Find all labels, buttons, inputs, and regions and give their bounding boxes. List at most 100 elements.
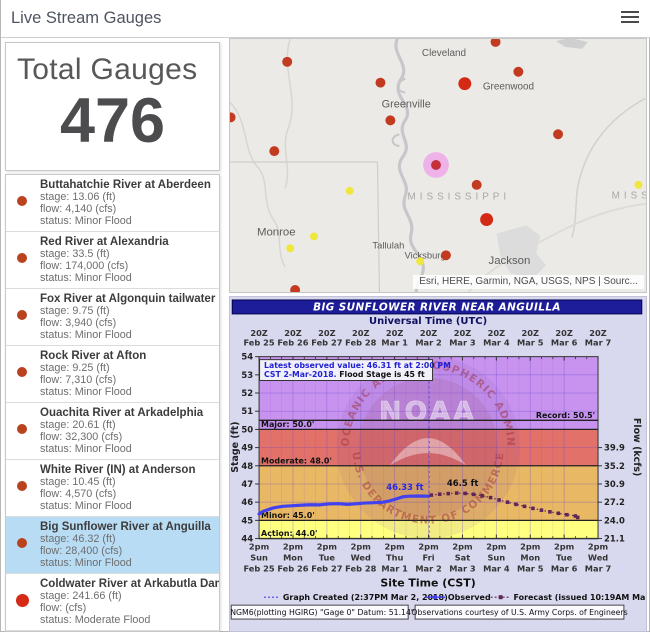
top-axis-date-label: Feb 28 [345, 338, 376, 348]
observed-peak-label: 46.33 ft [386, 482, 423, 492]
forecast-marker [539, 508, 544, 512]
gauge-marker-minor[interactable] [290, 285, 301, 292]
gauge-marker-minor[interactable] [269, 146, 280, 157]
forecast-marker [480, 494, 484, 498]
gauge-marker-minor[interactable] [440, 250, 451, 261]
gauge-list-item[interactable]: White River (IN) at Anderson stage: 10.45… [6, 460, 219, 517]
city-label: Tallulah [372, 239, 404, 250]
bottom-axis-date-label: Feb 25 [243, 563, 274, 573]
stage-tick-label: 48 [241, 461, 253, 471]
gauge-marker-minor[interactable] [513, 66, 524, 77]
forecast-marker [505, 500, 510, 504]
map-svg[interactable]: MISSISSIPPI MISSISS Cleveland Greenwood Gree… [230, 39, 646, 292]
gauge-list-item[interactable]: Big Sunflower River at Anguilla stage: 46… [6, 517, 219, 574]
selected-gauge-marker[interactable] [431, 160, 441, 170]
forecast-marker [488, 495, 493, 500]
gauge-list-item[interactable]: Buttahatchie River at Aberdeen stage: 13.… [6, 175, 219, 232]
gauge-detail-line: flow: 4,570 (cfs) [40, 487, 117, 500]
latest-observed-line1: Latest observed value: 46.31 ft at 2:00 … [264, 361, 451, 370]
bottom-axis-title: Site Time (CST) [380, 576, 475, 589]
gauge-name: Ouachita River at Arkadelphia [40, 407, 204, 419]
gauge-marker-moderate[interactable] [458, 77, 472, 91]
gauge-detail-line: status: Minor Flood [40, 556, 132, 569]
gauge-name: Rock River at Afton [40, 350, 147, 362]
gauge-detail-line: stage: 9.75 (ft) [40, 305, 110, 317]
gauge-marker-action[interactable] [345, 186, 354, 195]
gauge-list-item[interactable]: Red River at Alexandria stage: 33.5 (ft) f… [6, 232, 219, 289]
forecast-marker [556, 511, 561, 516]
latest-observed-box [259, 359, 434, 381]
stage-tick-label: 45 [241, 515, 253, 525]
gauge-detail-line: status: Minor Flood [40, 385, 132, 398]
forecast-marker [463, 491, 467, 496]
bottom-axis-dow-label: Tue [556, 552, 573, 562]
bottom-axis-time-label: 2pm [452, 541, 472, 551]
gauge-list[interactable]: Buttahatchie River at Aberdeen stage: 13.… [5, 174, 220, 632]
stage-tick-label: 49 [241, 443, 253, 453]
forecast-marker [522, 504, 527, 509]
gauge-marker-minor[interactable] [490, 39, 501, 47]
stage-tick-label: 46 [241, 497, 253, 507]
bottom-axis-time-label: 2pm [554, 541, 574, 551]
gauge-list-item[interactable]: Fox River at Algonquin tailwater stage: 9… [6, 289, 219, 346]
top-axis-utc-label: 20Z [589, 328, 606, 338]
bottom-axis-date-label: Feb 27 [311, 563, 342, 573]
threshold-label: Record: 50.5' [536, 411, 595, 420]
latest-observed-line2: CST 2-Mar-2018. Flood Stage is 45 ft [264, 370, 425, 379]
gauge-status-dot [17, 196, 27, 206]
gauge-marker-minor[interactable] [471, 179, 482, 190]
legend-forecast-label: Forecast (issued 10:19AM Mar 2) [514, 593, 646, 602]
top-axis-date-label: Mar 2 [415, 338, 442, 348]
gauge-marker-minor[interactable] [553, 129, 564, 140]
gauge-detail-line: flow: 3,940 (cfs) [40, 316, 117, 329]
gauge-detail-line: flow: (cfs) [40, 601, 87, 614]
bottom-axis-time-label: 2pm [249, 541, 269, 551]
gauge-list-item[interactable]: Rock River at Afton stage: 9.25 (ft) flow:… [6, 346, 219, 403]
gauge-marker-action[interactable] [286, 244, 295, 253]
bottom-axis-time-label: 2pm [317, 541, 337, 551]
gauge-list-item[interactable]: Ouachita River at Arkadelphia stage: 20.6… [6, 403, 219, 460]
threshold-label: Major: 50.0' [261, 420, 314, 429]
forecast-marker [575, 515, 580, 520]
stage-tick-label: 54 [241, 352, 253, 362]
gauge-detail-line: stage: 33.5 (ft) [40, 248, 110, 260]
gauge-list-item[interactable]: Coldwater River at Arkabutla Dam stage: 2… [6, 574, 219, 631]
gauge-marker-action[interactable] [634, 180, 643, 189]
forecast-marker [437, 492, 442, 496]
top-axis-date-label: Mar 4 [483, 338, 510, 348]
gauge-detail-line: status: Minor Flood [40, 271, 132, 284]
total-gauges-label: Total Gauges [17, 53, 198, 86]
stage-tick-label: 50 [241, 424, 253, 434]
gauge-name: White River (IN) at Anderson [40, 464, 196, 476]
gauge-marker-minor[interactable] [230, 112, 236, 123]
hydrograph-svg: BIG SUNFLOWER RIVER NEAR ANGUILLA Univers… [230, 297, 646, 620]
gauge-marker-minor[interactable] [375, 77, 386, 88]
stage-tick-label: 44 [241, 534, 253, 544]
gauge-detail-line: stage: 10.45 (ft) [40, 476, 116, 488]
top-axis-date-label: Mar 3 [449, 338, 476, 348]
bottom-axis-dow-label: Mon [520, 552, 540, 562]
forecast-marker [565, 512, 569, 517]
gauge-detail-line: stage: 20.61 (ft) [40, 419, 116, 431]
flow-tick-label: 30.9 [604, 479, 625, 489]
gauge-marker-moderate[interactable] [480, 213, 494, 227]
gauge-marker-minor[interactable] [282, 56, 293, 67]
svg-text:NOAA: NOAA [379, 396, 477, 427]
top-axis-date-label: Mar 6 [551, 338, 578, 348]
gauge-marker-action[interactable] [416, 257, 425, 266]
hamburger-menu-icon[interactable] [621, 11, 639, 27]
gauge-marker-minor[interactable] [385, 115, 396, 126]
top-axis-date-label: Mar 5 [517, 338, 544, 348]
gauge-detail-line: stage: 13.06 (ft) [40, 191, 116, 203]
gauge-marker-action[interactable] [310, 232, 318, 241]
right-axis-label: Flow (kcfs) [631, 418, 642, 476]
gauge-detail-line: flow: 4,140 (cfs) [40, 202, 117, 215]
bottom-axis-date-label: Mar 1 [381, 563, 408, 573]
threshold-label: Minor: 45.0' [261, 511, 315, 520]
gauge-status-dot [17, 253, 27, 263]
gauge-status-dot [17, 424, 27, 434]
city-label: Jackson [489, 255, 531, 267]
bottom-axis-date-label: Mar 4 [483, 563, 510, 573]
map[interactable]: MISSISSIPPI MISSISS Cleveland Greenwood Gree… [229, 38, 647, 293]
